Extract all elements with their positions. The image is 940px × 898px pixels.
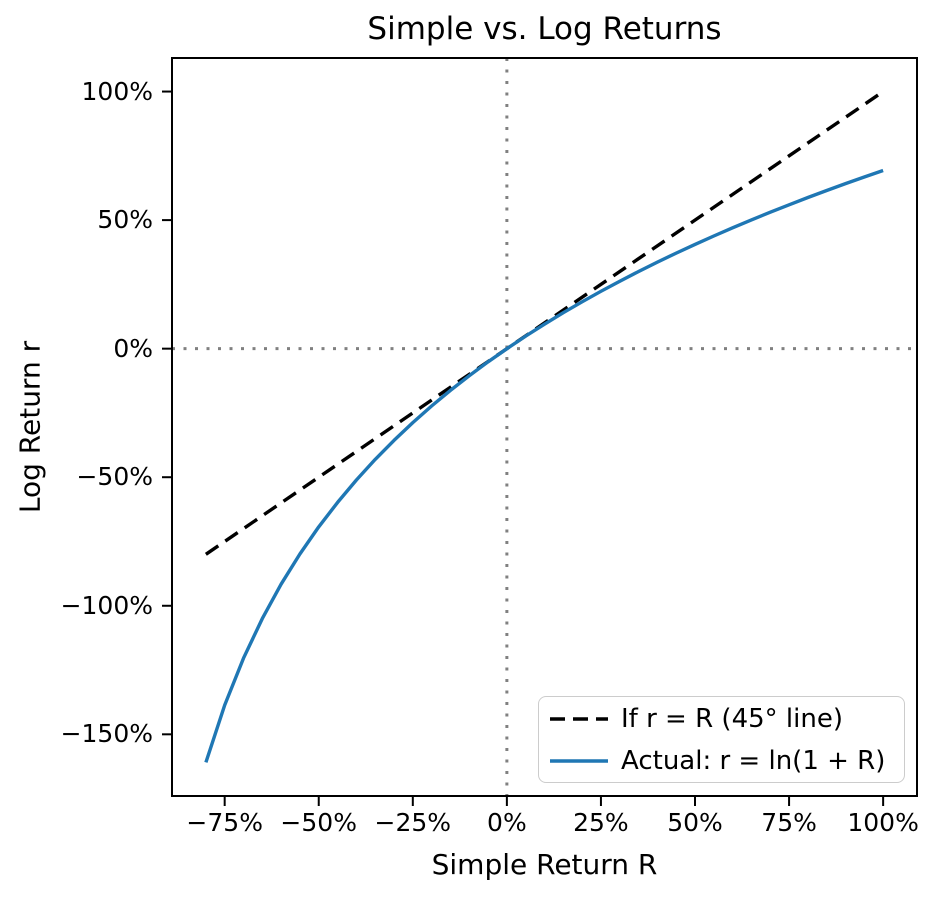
y-tick-label: 50% [97,205,153,235]
x-tick-label: 0% [487,808,527,837]
x-axis-label: Simple Return R [431,848,658,881]
x-tick-label: 50% [667,808,723,837]
y-tick-label: 0% [113,333,153,363]
legend-label: Actual: r = ln(1 + R) [621,745,886,776]
reference-lines [172,58,917,796]
x-tick-label: 100% [847,808,919,837]
x-tick-label: −50% [280,808,357,837]
y-tick-label: −50% [76,462,153,492]
series-lines [204,90,885,763]
solid-line-sample-icon [550,758,608,763]
dashed-line-sample-icon [550,716,608,721]
y-tick-label: −150% [60,719,153,749]
x-tick-label: −25% [374,808,452,837]
x-tick-label: −75% [186,808,263,837]
chart-title: Simple vs. Log Returns [367,11,722,47]
legend-item-identity-line: If r = R (45° line) [539,698,904,740]
legend: If r = R (45° line) Actual: r = ln(1 + R… [538,696,905,783]
legend-label: If r = R (45° line) [621,703,843,734]
y-tick-label: −100% [60,590,153,620]
axes-spines [171,57,918,797]
axes-frame [162,57,918,806]
y-tick-label: 100% [81,76,153,106]
x-tick-label: 25% [573,808,629,837]
legend-item-actual-line: Actual: r = ln(1 + R) [539,740,904,782]
x-tick-label: 75% [761,808,817,837]
series-line-actual [204,168,884,763]
